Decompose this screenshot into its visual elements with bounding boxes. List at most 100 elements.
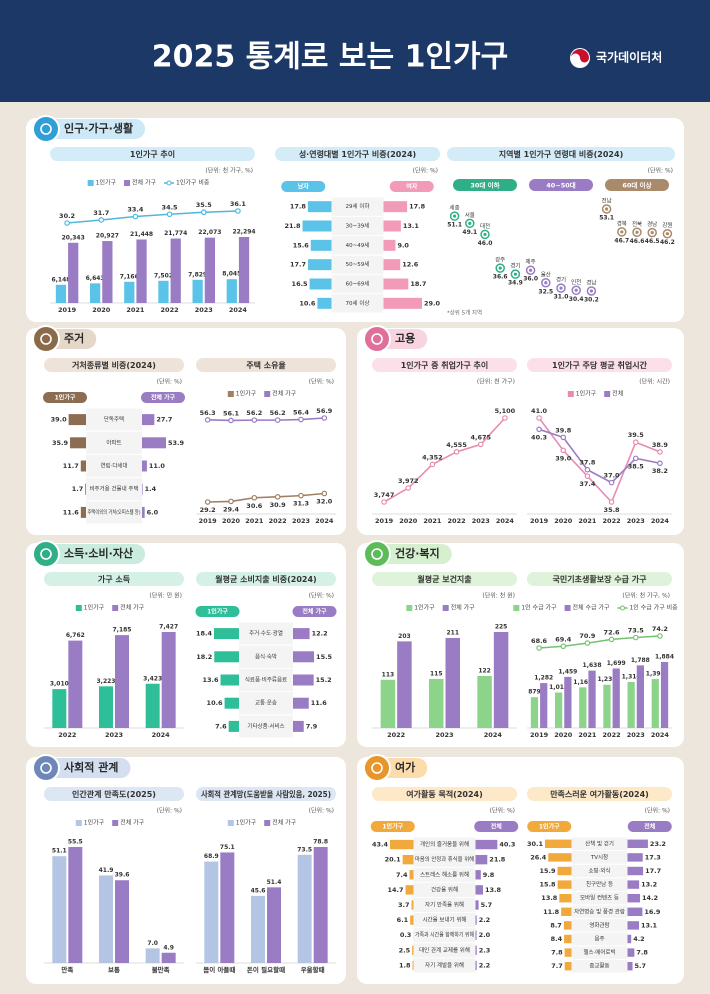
data-label: 16.5 xyxy=(292,280,309,288)
data-label: 43.4 xyxy=(372,841,389,849)
data-label: 8.7 xyxy=(550,921,562,929)
region-label: 전남 xyxy=(602,197,612,205)
data-label: 7.8 xyxy=(636,949,648,957)
legend-swatch xyxy=(564,605,571,611)
data-label: 38.9 xyxy=(652,441,669,449)
bar xyxy=(627,907,643,917)
data-label: 879 xyxy=(528,689,541,696)
data-label: 75.1 xyxy=(220,844,235,851)
data-label: 30.2 xyxy=(584,297,599,304)
bar xyxy=(158,280,169,303)
bar xyxy=(383,201,408,213)
legend-label: 1인가구 xyxy=(96,179,117,187)
data-label: 2.2 xyxy=(479,916,491,924)
bar xyxy=(409,870,414,880)
line-marker xyxy=(405,485,412,491)
data-label: 51.1 xyxy=(447,222,462,229)
data-label: 13.8 xyxy=(541,894,558,902)
legend-label: 1인 수급 가구 xyxy=(521,604,557,612)
data-label: 35.5 xyxy=(196,201,213,209)
region-label: 전북 xyxy=(632,220,642,228)
x-tick-label: 2020 xyxy=(554,731,573,739)
data-label: 70.9 xyxy=(579,632,596,640)
data-label: 17.7 xyxy=(290,261,306,269)
bar xyxy=(68,847,83,963)
bar xyxy=(293,628,310,640)
line-marker xyxy=(502,415,508,421)
category-label: 70세 이상 xyxy=(346,299,370,307)
x-tick-label: 2020 xyxy=(399,517,418,525)
dot-core xyxy=(589,289,594,293)
region-label: 경북 xyxy=(617,220,627,227)
legend-swatch xyxy=(264,391,271,397)
x-tick-label: 2024 xyxy=(152,731,171,739)
data-label: 12.6 xyxy=(402,261,419,269)
chart-title: 주택 소유율 xyxy=(246,360,286,370)
series-pill xyxy=(370,821,415,832)
data-label: 3,223 xyxy=(97,678,116,685)
chart-unit: (단위: 천 가구, %) xyxy=(205,167,253,175)
legend-swatch xyxy=(513,605,520,611)
data-label: 31.3 xyxy=(293,500,309,508)
data-label: 6,762 xyxy=(66,632,85,639)
bar xyxy=(293,651,315,663)
category-label: 영화관람 xyxy=(589,921,609,929)
data-label: 18.2 xyxy=(196,653,212,661)
row-label-bg xyxy=(331,255,384,274)
chart-title-pill xyxy=(44,787,184,801)
bar xyxy=(477,675,492,728)
data-label: 23.2 xyxy=(650,840,666,848)
x-tick-label: 2022 xyxy=(161,306,179,314)
category-label: 식료품·비주류음료 xyxy=(245,676,287,684)
chart-title: 성·연령대별 1인가구 비중(2024) xyxy=(299,149,416,159)
line-marker xyxy=(228,498,234,505)
logo-text: 국가데이터처 xyxy=(596,50,662,65)
section-tab xyxy=(377,544,452,564)
legend-label: 1인가구 xyxy=(84,604,105,612)
data-label: 203 xyxy=(398,633,411,640)
data-label: 39.5 xyxy=(628,431,645,439)
data-label: 7.9 xyxy=(306,722,318,730)
region-label: 서울 xyxy=(465,211,475,219)
legend-label: 1인가구 비중 xyxy=(176,179,210,187)
line-marker xyxy=(381,499,387,505)
data-label: 20,343 xyxy=(62,234,85,241)
bar xyxy=(627,893,641,903)
data-label: 37.4 xyxy=(579,480,596,488)
x-tick-label: 2019 xyxy=(530,517,549,525)
bar xyxy=(142,506,145,518)
bar xyxy=(475,854,488,865)
line-marker xyxy=(298,416,304,423)
category-label: 29세 이하 xyxy=(346,202,370,210)
legend-swatch xyxy=(87,180,94,186)
bar xyxy=(390,839,414,850)
section-icon xyxy=(363,540,391,568)
x-tick-label: 만족 xyxy=(61,965,73,974)
dot-core xyxy=(529,268,533,272)
data-label: 36.0 xyxy=(523,276,538,283)
line-marker xyxy=(453,449,460,455)
line-marker xyxy=(228,417,234,424)
data-label: 1,699 xyxy=(607,660,626,667)
line-marker xyxy=(536,415,542,421)
bar xyxy=(204,237,215,303)
bar xyxy=(564,676,572,728)
bar xyxy=(145,948,160,963)
line-marker xyxy=(584,473,591,479)
category-label: 50~59세 xyxy=(346,260,370,268)
bar xyxy=(313,847,328,963)
row-label-bg xyxy=(571,837,628,851)
data-label: 4,675 xyxy=(470,433,491,441)
legend-label: 1인 수급 가구 비중 xyxy=(629,604,678,612)
row-label-bg xyxy=(571,919,628,932)
chart-unit: (단위: %) xyxy=(157,378,182,386)
chart-title: 만족스러운 여가활동(2024) xyxy=(550,789,649,799)
region-label: 강원 xyxy=(662,221,672,229)
row-label-bg xyxy=(571,851,628,864)
data-label: 46.7 xyxy=(614,237,629,244)
category-label: 연립·다세대 xyxy=(100,462,127,470)
x-tick-label: 2023 xyxy=(472,517,490,525)
data-label: 10.6 xyxy=(299,299,316,307)
data-label: 20,927 xyxy=(96,233,119,240)
legend-label: 전체 수급 가구 xyxy=(573,604,610,612)
